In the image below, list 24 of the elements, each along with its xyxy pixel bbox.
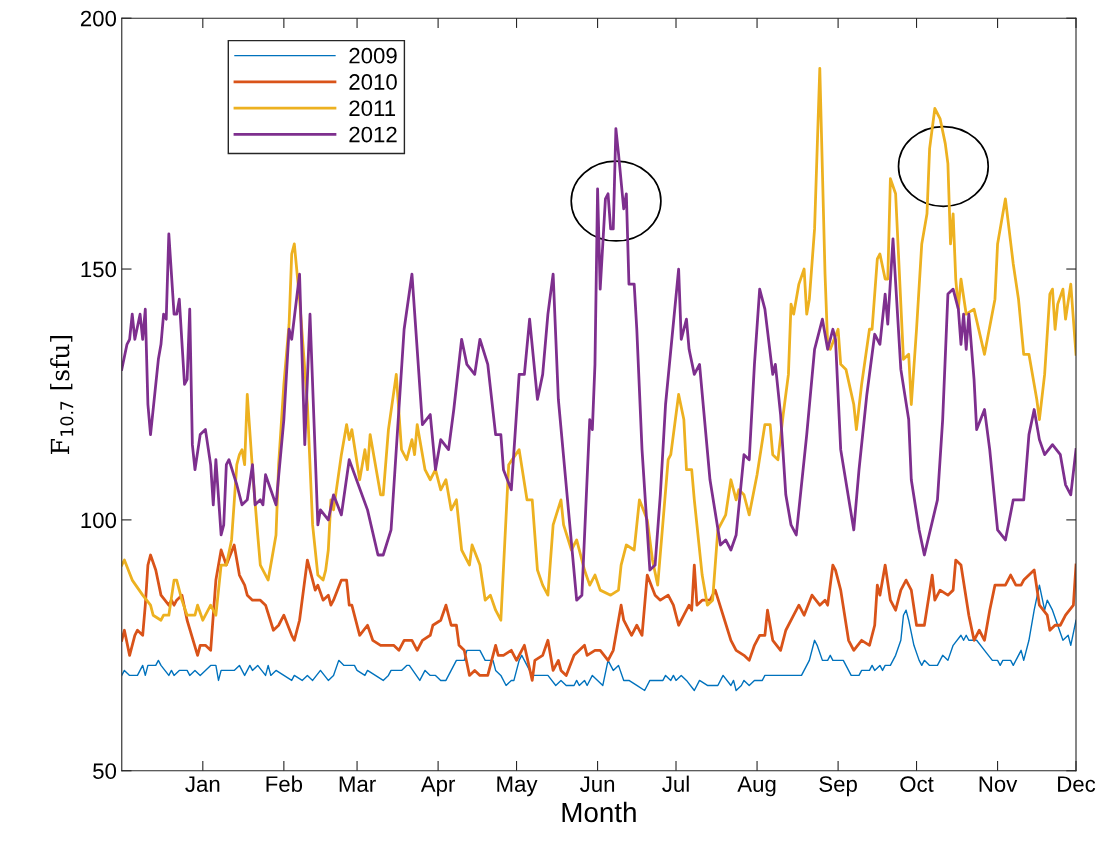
x-tick-label: May <box>497 776 538 797</box>
x-tick-label: Mar <box>339 776 376 792</box>
legend-label: 2009 <box>349 47 397 64</box>
x-tick-label: Jan <box>185 776 220 792</box>
y-tick-label: 50 <box>93 763 117 780</box>
x-tick-label: Feb <box>266 775 303 792</box>
x-tick-label: Jun <box>580 776 615 792</box>
legend-label: 2011 <box>349 100 396 117</box>
line-series <box>121 543 1076 682</box>
y-tick-label: 150 <box>81 261 117 278</box>
x-tick-label: Sep <box>819 776 857 797</box>
x-axis-title: Month <box>562 801 636 823</box>
x-tick-label: Nov <box>979 776 1018 792</box>
y-axis-title: F$_{10.7}$ [sfu] <box>50 335 74 454</box>
line-series <box>121 584 1076 692</box>
x-tick-label: Aug <box>737 776 776 797</box>
x-tick-label: Jul <box>662 775 689 792</box>
x-tick-label: Dec <box>1058 776 1096 792</box>
legend-label: 2012 <box>349 126 397 143</box>
x-tick-label: Apr <box>420 776 456 797</box>
y-tick-label: 200 <box>80 10 117 27</box>
y-tick-label: 100 <box>81 512 117 529</box>
x-tick-label: Oct <box>900 776 934 792</box>
legend-label: 2010 <box>349 74 397 90</box>
